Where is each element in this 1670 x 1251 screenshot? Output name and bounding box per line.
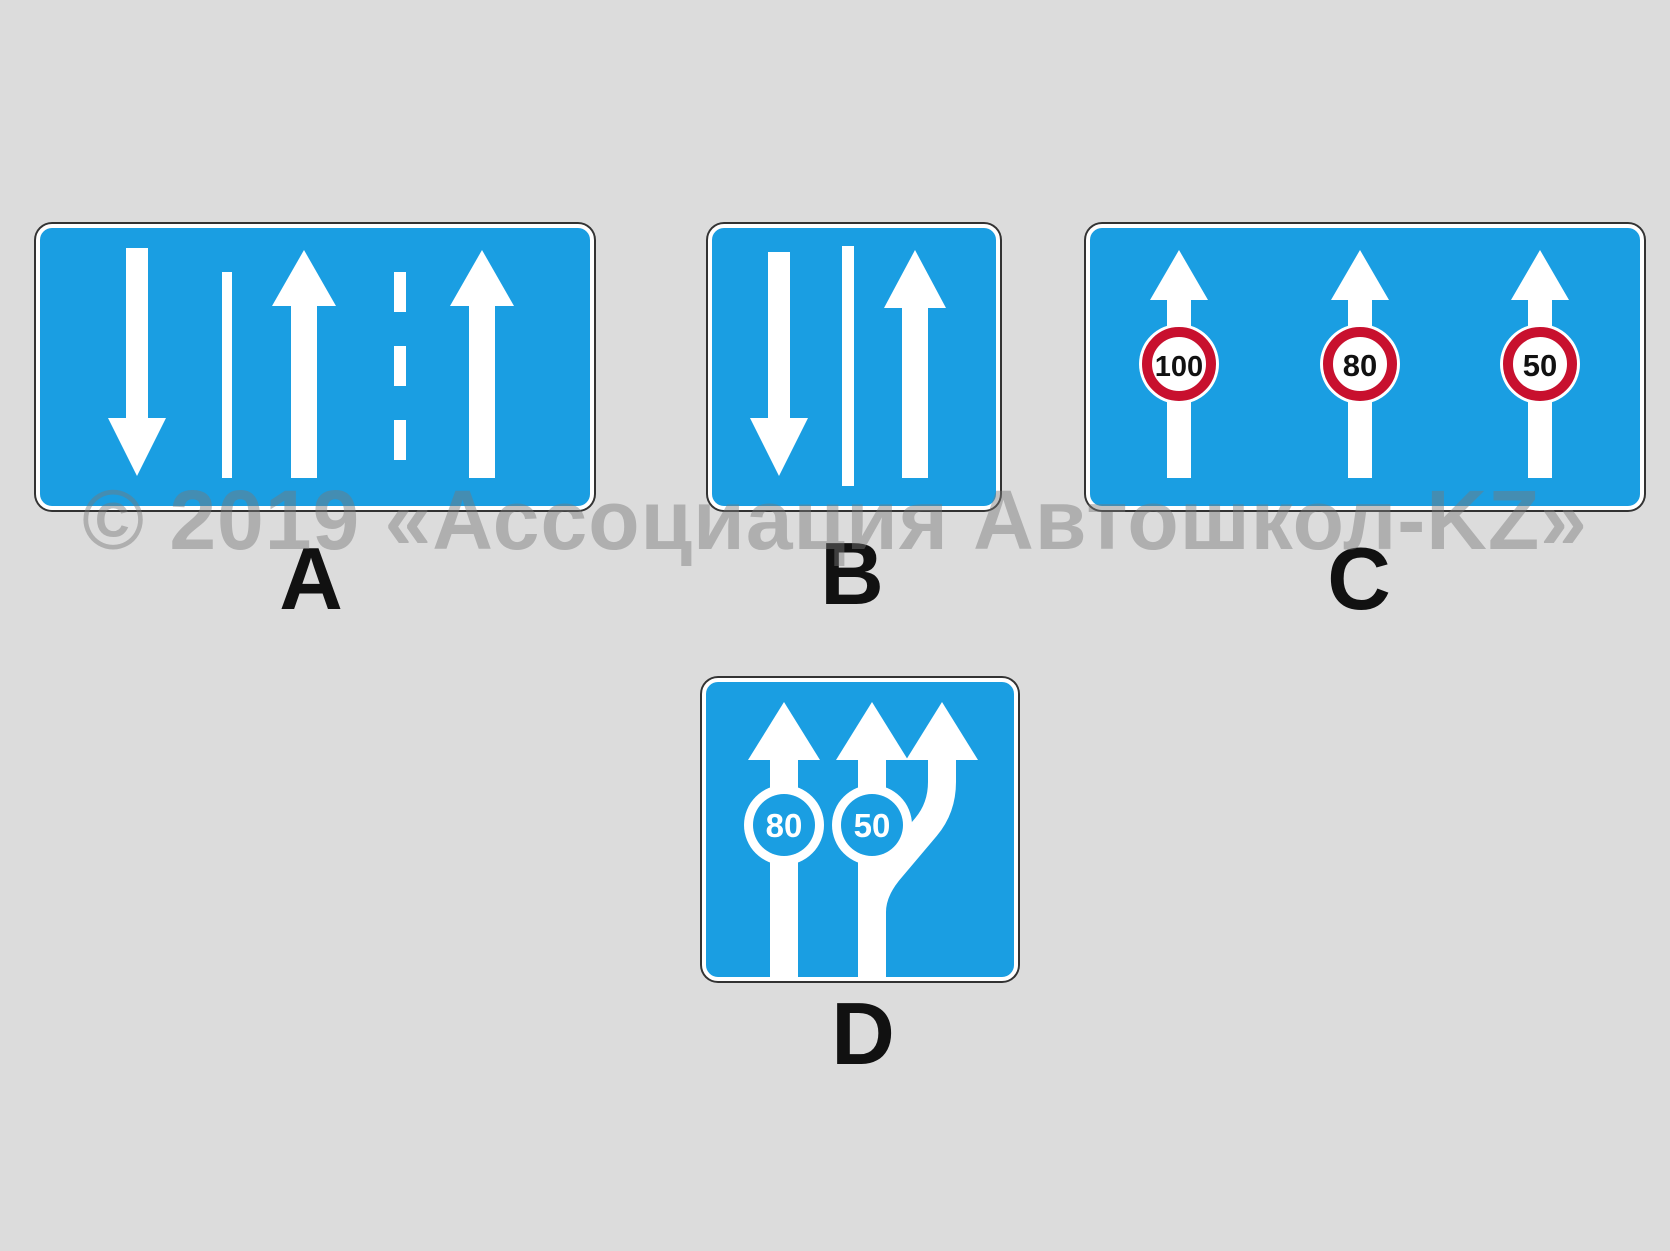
option-label-c[interactable]: C xyxy=(1327,529,1391,628)
min-speed-sign-icon: 50 xyxy=(832,785,912,865)
speed-limit-100: 100 xyxy=(1155,351,1203,383)
arrow-up-icon xyxy=(272,250,336,478)
arrow-down-icon xyxy=(108,248,166,476)
copyright-watermark: © 2019 «Ассоциация Автошкол-KZ» xyxy=(82,473,1588,567)
speed-limit-sign-icon: 50 xyxy=(1500,324,1580,404)
option-label-b[interactable]: B xyxy=(820,524,884,623)
sign-a-graphic xyxy=(108,248,514,478)
sign-c-graphic: 100 80 50 xyxy=(1139,250,1580,478)
min-speed-80: 80 xyxy=(766,807,803,844)
sign-c-lane-speed-limits[interactable]: 100 80 50 xyxy=(1086,224,1644,510)
min-speed-50: 50 xyxy=(854,807,891,844)
min-speed-sign-icon: 80 xyxy=(744,785,824,865)
arrow-up-icon xyxy=(450,250,514,478)
speed-limit-50: 50 xyxy=(1523,348,1557,383)
sign-b-graphic xyxy=(750,246,946,486)
option-label-a[interactable]: A xyxy=(279,529,343,628)
sign-d-lane-min-speeds[interactable]: 80 50 xyxy=(702,678,1018,981)
sign-a-lane-directions[interactable] xyxy=(36,224,594,510)
option-label-d[interactable]: D xyxy=(831,984,895,1083)
speed-limit-sign-icon: 100 xyxy=(1139,324,1219,404)
branching-arrow-icon xyxy=(858,702,978,977)
speed-limit-80: 80 xyxy=(1343,348,1377,383)
arrow-down-icon xyxy=(750,252,808,476)
arrow-up-icon xyxy=(884,250,946,478)
solid-lane-line xyxy=(842,246,854,486)
dashed-lane-line xyxy=(394,272,406,460)
sign-d-graphic: 80 50 xyxy=(744,702,978,977)
solid-lane-line xyxy=(222,272,232,478)
speed-limit-sign-icon: 80 xyxy=(1320,324,1400,404)
sign-b-lane-directions[interactable] xyxy=(708,224,1000,510)
